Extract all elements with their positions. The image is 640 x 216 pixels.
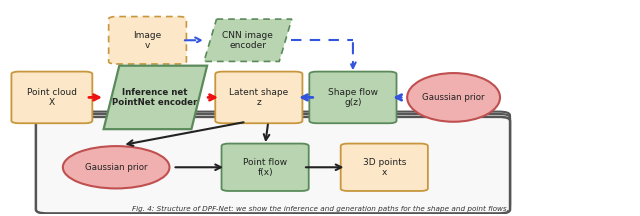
Text: Shape flow
g(z): Shape flow g(z) — [328, 88, 378, 107]
Text: Fig. 4: Structure of DPF-Net: we show the inference and generation paths for the: Fig. 4: Structure of DPF-Net: we show th… — [132, 206, 508, 212]
Text: Image
v: Image v — [133, 30, 162, 50]
Text: Point flow
f(x): Point flow f(x) — [243, 157, 287, 177]
Text: 3D points
x: 3D points x — [363, 157, 406, 177]
Text: Gaussian prior: Gaussian prior — [422, 93, 485, 102]
FancyBboxPatch shape — [340, 144, 428, 191]
Ellipse shape — [63, 146, 170, 188]
FancyBboxPatch shape — [42, 112, 510, 208]
FancyBboxPatch shape — [36, 117, 510, 213]
Text: Point cloud
X: Point cloud X — [27, 88, 77, 107]
FancyBboxPatch shape — [109, 17, 186, 64]
Polygon shape — [204, 19, 292, 61]
Text: CNN image
encoder: CNN image encoder — [223, 30, 273, 50]
Text: Gaussian prior: Gaussian prior — [85, 163, 147, 172]
FancyBboxPatch shape — [221, 144, 308, 191]
FancyBboxPatch shape — [309, 71, 397, 123]
Polygon shape — [104, 66, 207, 129]
FancyBboxPatch shape — [12, 71, 92, 123]
Text: Latent shape
z: Latent shape z — [229, 88, 289, 107]
FancyBboxPatch shape — [215, 71, 303, 123]
Text: Inference net
PointNet encoder: Inference net PointNet encoder — [113, 88, 198, 107]
FancyBboxPatch shape — [40, 114, 510, 210]
Ellipse shape — [407, 73, 500, 122]
